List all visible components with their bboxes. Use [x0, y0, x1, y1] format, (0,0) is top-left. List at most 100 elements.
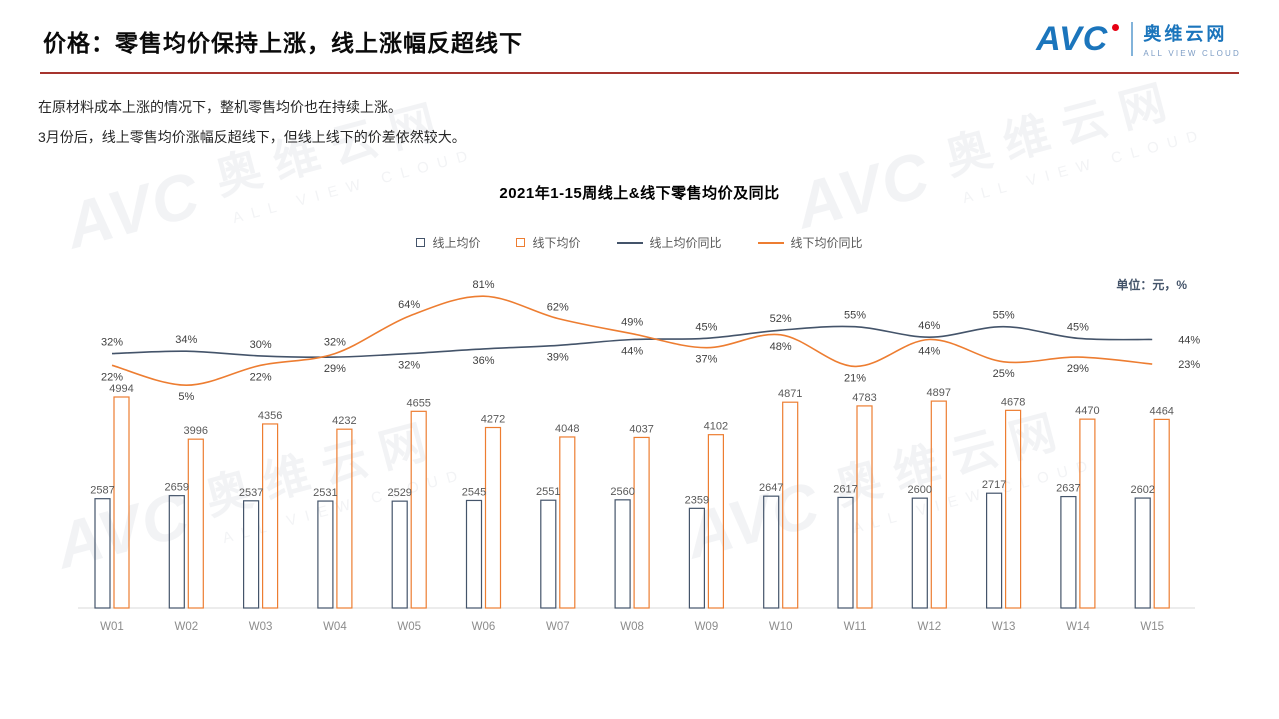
- legend-bar-swatch: [416, 238, 426, 247]
- x-axis-label-W06: W06: [472, 621, 496, 633]
- bar-offline-W07: [559, 436, 576, 609]
- pct-label: 39%: [547, 351, 569, 363]
- legend-item: 线下均价: [516, 234, 581, 251]
- bar-value-label: 2717: [982, 479, 1006, 491]
- pct-label: 32%: [324, 337, 346, 349]
- x-axis-label-W05: W05: [397, 621, 421, 633]
- bar-offline-W09: [707, 434, 725, 609]
- bar-value-label: 4871: [778, 388, 802, 400]
- x-axis-label-W12: W12: [917, 621, 941, 633]
- bar-online-W04: [317, 500, 334, 609]
- bar-value-label: 3996: [184, 425, 208, 437]
- x-axis-label-W07: W07: [546, 621, 570, 633]
- pct-label: 45%: [695, 321, 717, 333]
- bar-offline-W03: [262, 423, 279, 609]
- avc-logo: AVC 奥维云网 ALL VIEW CLOUD: [1036, 20, 1241, 58]
- pct-label: 44%: [621, 346, 643, 358]
- bar-offline-W15: [1153, 418, 1170, 609]
- pct-label: 81%: [472, 279, 494, 291]
- bar-value-label: 4994: [109, 383, 133, 395]
- bar-offline-W14: [1079, 418, 1096, 609]
- bar-offline-W02: [187, 438, 204, 609]
- pct-label: 25%: [993, 368, 1015, 380]
- yoy-line-online: [111, 325, 1153, 359]
- pct-label: 23%: [1178, 359, 1200, 371]
- pct-label: 44%: [918, 346, 940, 358]
- bar-value-label: 2359: [685, 494, 709, 506]
- bar-value-label: 2545: [462, 486, 486, 498]
- pct-label: 62%: [547, 301, 569, 313]
- bar-offline-W08: [633, 436, 650, 609]
- bar-online-W07: [540, 499, 557, 609]
- bar-offline-W10: [782, 401, 799, 609]
- bar-offline-W04: [336, 428, 353, 609]
- bar-offline-W13: [1004, 409, 1022, 609]
- watermark-name-cn: 奥维云网: [939, 72, 1185, 185]
- x-axis-label-W11: W11: [844, 621, 867, 633]
- pct-label: 34%: [175, 334, 197, 346]
- summary-text: 在原材料成本上涨的情况下，整机零售均价也在持续上涨。 3月份后，线上零售均价涨幅…: [38, 92, 466, 152]
- bar-online-W09: [688, 507, 706, 609]
- bar-value-label: 2529: [387, 487, 411, 499]
- bar-value-label: 2560: [610, 486, 634, 498]
- bar-offline-W05: [410, 410, 427, 609]
- bar-value-label: 2551: [536, 486, 560, 498]
- legend-item: 线上均价同比: [616, 234, 722, 251]
- pct-label: 22%: [250, 371, 272, 383]
- legend-line-swatch: [757, 241, 784, 244]
- pct-label: 46%: [918, 320, 940, 332]
- pct-label: 45%: [1067, 321, 1089, 333]
- pct-label: 55%: [993, 310, 1015, 322]
- plot-svg: 2587 4994 W01 2659 3996 W02 2537 4356 W03 2531 423…: [78, 279, 1200, 633]
- bar-value-label: 4356: [258, 410, 282, 422]
- page-title: 价格：零售均价保持上涨，线上涨幅反超线下: [43, 30, 523, 56]
- pct-label: 5%: [178, 391, 194, 403]
- logo-name-en: ALL VIEW CLOUD: [1143, 49, 1241, 58]
- bar-online-W13: [985, 492, 1003, 609]
- bar-value-label: 2602: [1130, 484, 1154, 496]
- bar-value-label: 4272: [481, 414, 505, 426]
- pct-label: 30%: [250, 339, 272, 351]
- pct-label: 44%: [1178, 335, 1200, 347]
- bar-online-W06: [465, 499, 483, 609]
- legend-label: 线下均价同比: [790, 236, 863, 250]
- pct-label: 21%: [844, 372, 866, 384]
- x-axis-label-W02: W02: [174, 621, 198, 633]
- watermark: AVC 奥维云网 ALL VIEW CLOUD: [786, 58, 1208, 249]
- bar-value-label: 2647: [759, 482, 783, 494]
- yoy-line-offline: [111, 295, 1153, 387]
- bar-online-W05: [391, 500, 408, 609]
- logo-brand-text: AVC: [1036, 20, 1109, 58]
- pct-label: 29%: [324, 363, 346, 375]
- x-axis-label-W04: W04: [323, 621, 347, 633]
- bar-offline-W06: [484, 426, 502, 609]
- bar-value-label: 2617: [833, 483, 857, 495]
- unit-label: 单位：元，%: [1116, 278, 1187, 292]
- header-divider: [40, 72, 1239, 74]
- bar-offline-W01: [113, 396, 130, 609]
- pct-label: 37%: [695, 354, 717, 366]
- pct-label: 32%: [101, 337, 123, 349]
- summary-line-1: 在原材料成本上涨的情况下，整机零售均价也在持续上涨。: [38, 99, 402, 115]
- logo-dot-icon: [1112, 24, 1120, 31]
- x-axis-label-W13: W13: [992, 621, 1016, 633]
- bar-online-W14: [1060, 495, 1077, 609]
- bar-value-label: 4464: [1149, 405, 1173, 417]
- bar-value-label: 4102: [704, 421, 728, 433]
- x-axis-label-W15: W15: [1140, 621, 1164, 633]
- bar-value-label: 4655: [406, 397, 430, 409]
- pct-label: 29%: [1067, 363, 1089, 375]
- bar-value-label: 4048: [555, 423, 579, 435]
- bar-offline-W12: [930, 400, 947, 609]
- plot-area: 2587 4994 W01 2659 3996 W02 2537 4356 W03 2531 423…: [50, 270, 1210, 655]
- x-axis-label-W03: W03: [249, 621, 273, 633]
- bar-online-W08: [614, 499, 631, 609]
- x-axis-label-W09: W09: [695, 621, 719, 633]
- bar-value-label: 2537: [239, 487, 263, 499]
- legend-bar-swatch: [516, 238, 526, 247]
- pct-label: 22%: [101, 371, 123, 383]
- legend-label: 线上均价: [432, 236, 481, 250]
- pct-label: 55%: [844, 310, 866, 322]
- legend-label: 线下均价: [532, 236, 581, 250]
- pct-label: 32%: [398, 360, 420, 372]
